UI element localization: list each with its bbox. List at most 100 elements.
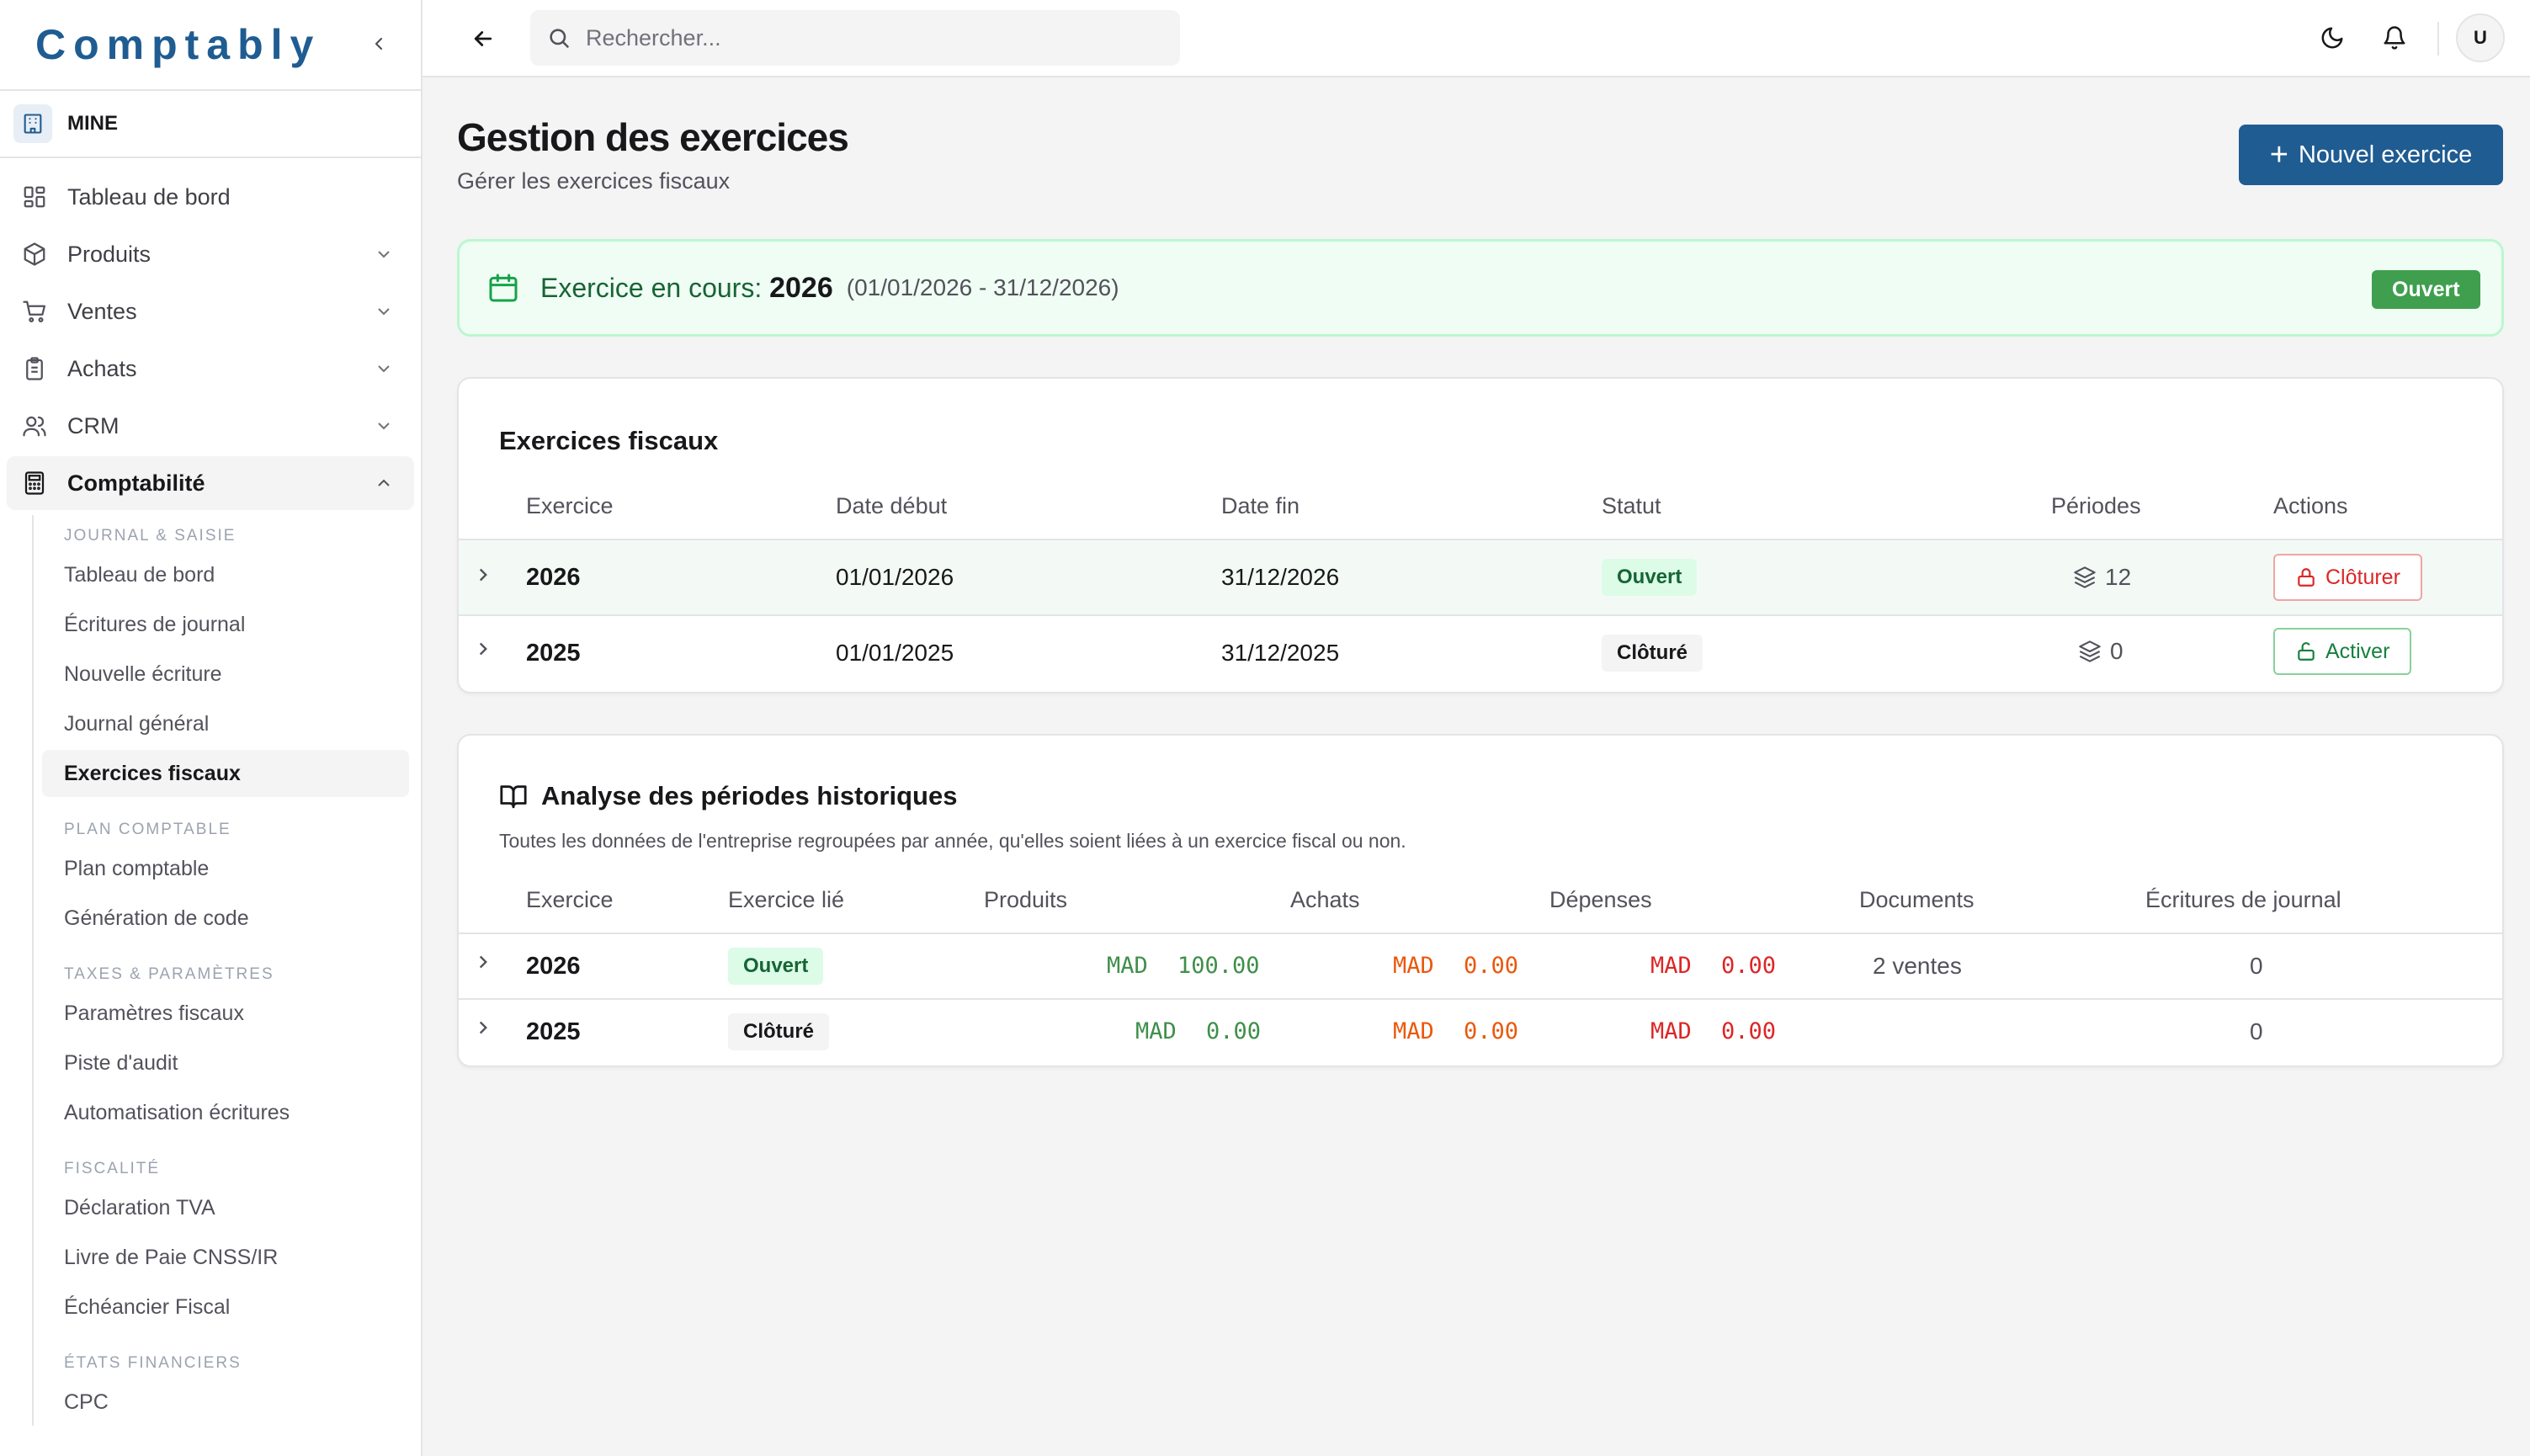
- subnav-item[interactable]: Automatisation écritures: [64, 1100, 290, 1124]
- chevron-right-icon[interactable]: [472, 1017, 494, 1039]
- current-year: 2026: [769, 271, 833, 304]
- subnav-item[interactable]: Déclaration TVA: [64, 1195, 215, 1220]
- nav-label: Produits: [67, 241, 151, 267]
- journal-entries-count: 0: [2250, 1018, 2263, 1044]
- subnav-item[interactable]: Journal général: [64, 711, 210, 736]
- search-box[interactable]: [530, 10, 1180, 66]
- nav-item-comptabilite[interactable]: Comptabilité: [7, 456, 414, 510]
- column-header[interactable]: Produits: [984, 887, 1068, 912]
- subnav-item[interactable]: Livre de Paie CNSS/IR: [64, 1245, 279, 1269]
- subnav-item[interactable]: Piste d'audit: [64, 1050, 178, 1075]
- brand-logo[interactable]: Comptably: [35, 21, 322, 68]
- nav-item-produits[interactable]: Produits: [7, 227, 414, 281]
- current-range: (01/01/2026 - 31/12/2026): [846, 274, 1119, 300]
- back-button[interactable]: [466, 22, 500, 56]
- subnav-item[interactable]: Plan comptable: [64, 856, 210, 880]
- close-exercise-button[interactable]: Clôturer: [2273, 554, 2422, 601]
- book-open-icon: [500, 785, 527, 809]
- nav-item-ventes[interactable]: Ventes: [7, 284, 414, 338]
- status-badge: Ouvert: [1602, 559, 1698, 596]
- table-row[interactable]: 2026 Ouvert MAD 100.00 MAD 0.00 MAD 0.00…: [459, 933, 2502, 998]
- exercise-year: 2026: [526, 953, 581, 980]
- table-row[interactable]: 2026 01/01/2026 31/12/2026 Ouvert 12 Clô…: [459, 539, 2502, 614]
- subnav-item[interactable]: Tableau de bord: [64, 562, 215, 587]
- subnav-item[interactable]: Écritures de journal: [64, 612, 246, 636]
- fiscal-years-card: Exercices fiscaux Exercice Date début Da…: [457, 377, 2504, 693]
- currency-label: MAD: [1393, 1018, 1434, 1044]
- card-title: Analyse des périodes historiques: [499, 781, 957, 811]
- nav-item-tableau-de-bord[interactable]: Tableau de bord: [7, 170, 414, 224]
- nav-item-achats[interactable]: Achats: [7, 342, 414, 396]
- start-date: 01/01/2025: [836, 640, 954, 666]
- subnav-item[interactable]: Génération de code: [64, 906, 249, 930]
- historical-analysis-card: Analyse des périodes historiques Toutes …: [457, 734, 2504, 1067]
- layers-icon: [2074, 566, 2096, 588]
- users-icon: [20, 412, 49, 440]
- column-header[interactable]: Exercice: [526, 493, 614, 518]
- table-row[interactable]: 2025 01/01/2025 31/12/2025 Clôturé 0 Act…: [459, 614, 2502, 692]
- theme-toggle-button[interactable]: [2313, 19, 2352, 57]
- cart-icon: [20, 297, 49, 326]
- subnav-item[interactable]: Échéancier Fiscal: [64, 1294, 231, 1319]
- new-exercise-button[interactable]: + Nouvel exercice: [2239, 125, 2503, 185]
- products-amount: 0.00: [1206, 1018, 1262, 1044]
- end-date: 31/12/2026: [1221, 564, 1340, 590]
- collapse-sidebar-button[interactable]: [364, 29, 394, 59]
- chevron-down-icon: [378, 308, 390, 316]
- chevron-right-icon[interactable]: [472, 951, 494, 973]
- currency-label: MAD: [1650, 1018, 1692, 1044]
- exercise-year: 2026: [526, 564, 581, 591]
- layers-icon: [2079, 640, 2101, 662]
- notifications-button[interactable]: [2375, 19, 2414, 57]
- calculator-icon: [20, 469, 49, 497]
- column-header[interactable]: Périodes: [2051, 493, 2141, 518]
- periods-count: 12: [2105, 564, 2132, 590]
- column-header[interactable]: Achats: [1290, 887, 1360, 912]
- column-header[interactable]: Dépenses: [1549, 887, 1652, 912]
- chevron-up-icon: [378, 479, 390, 486]
- linked-exercise-badge: Ouvert: [728, 948, 824, 985]
- start-date: 01/01/2026: [836, 564, 954, 590]
- calendar-icon: [489, 274, 518, 302]
- column-header[interactable]: Documents: [1859, 887, 1975, 912]
- brand-row: Comptably: [0, 0, 421, 91]
- subnav-item-active[interactable]: Exercices fiscaux: [42, 750, 409, 797]
- current-exercise-text: Exercice en cours: 2026: [540, 272, 833, 305]
- chevron-right-icon[interactable]: [472, 638, 494, 660]
- column-header[interactable]: Écritures de journal: [2145, 887, 2341, 912]
- card-description: Toutes les données de l'entreprise regro…: [499, 830, 1406, 852]
- card-title: Exercices fiscaux: [499, 426, 719, 455]
- page-title: Gestion des exercices: [457, 115, 849, 159]
- activate-exercise-button[interactable]: Activer: [2273, 628, 2412, 675]
- subnav-item[interactable]: Nouvelle écriture: [64, 662, 222, 686]
- nav-label: Comptabilité: [67, 470, 205, 496]
- column-header[interactable]: Statut: [1602, 493, 1661, 518]
- chevron-down-icon: [378, 251, 390, 258]
- company-switcher[interactable]: MINE: [0, 91, 421, 158]
- chevron-down-icon: [378, 365, 390, 373]
- expenses-amount: 0.00: [1721, 953, 1777, 979]
- column-header[interactable]: Exercice lié: [728, 887, 845, 912]
- status-badge: Ouvert: [2372, 270, 2480, 309]
- current-exercise-banner: Exercice en cours: 2026 (01/01/2026 - 31…: [457, 239, 2504, 337]
- exercise-year: 2025: [526, 1018, 581, 1045]
- purchases-amount: 0.00: [1464, 1018, 1519, 1044]
- subnav-item[interactable]: Paramètres fiscaux: [64, 1001, 244, 1025]
- chevron-right-icon[interactable]: [472, 564, 494, 586]
- column-header[interactable]: Exercice: [526, 887, 614, 912]
- nav-label: CRM: [67, 412, 120, 438]
- avatar[interactable]: U: [2456, 13, 2505, 62]
- column-header[interactable]: Date début: [836, 493, 948, 518]
- linked-exercise-badge: Clôturé: [728, 1013, 829, 1050]
- section-label: ÉTATS FINANCIERS: [64, 1354, 242, 1372]
- documents-count: 2 ventes: [1873, 953, 1962, 979]
- table-row[interactable]: 2025 Clôturé MAD 0.00 MAD 0.00 MAD 0.00 …: [459, 998, 2502, 1065]
- dashboard-icon: [20, 183, 49, 211]
- column-header[interactable]: Date fin: [1221, 493, 1300, 518]
- section-label: JOURNAL & SAISIE: [64, 527, 237, 545]
- subnav-item[interactable]: CPC: [64, 1390, 109, 1414]
- column-header[interactable]: Actions: [2273, 493, 2348, 518]
- nav-item-crm[interactable]: CRM: [7, 399, 414, 453]
- building-icon: [13, 104, 52, 143]
- search-input[interactable]: [586, 24, 1158, 51]
